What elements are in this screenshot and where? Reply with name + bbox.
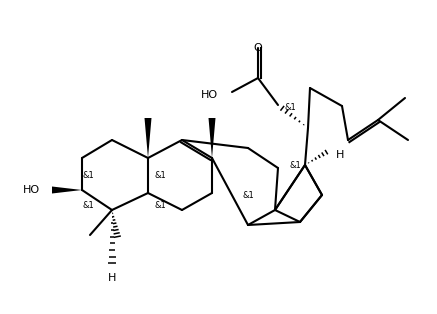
Polygon shape: [145, 118, 152, 158]
Text: &1: &1: [242, 191, 254, 199]
Text: HO: HO: [201, 90, 218, 100]
Text: HO: HO: [23, 185, 40, 195]
Text: H: H: [108, 273, 116, 283]
Text: &1: &1: [284, 104, 296, 112]
Text: &1: &1: [289, 160, 301, 170]
Text: H: H: [336, 150, 344, 160]
Text: &1: &1: [82, 201, 94, 209]
Text: &1: &1: [82, 171, 94, 180]
Text: &1: &1: [154, 201, 166, 209]
Polygon shape: [208, 118, 215, 158]
Text: O: O: [253, 43, 262, 53]
Polygon shape: [52, 187, 82, 193]
Text: &1: &1: [154, 171, 166, 180]
